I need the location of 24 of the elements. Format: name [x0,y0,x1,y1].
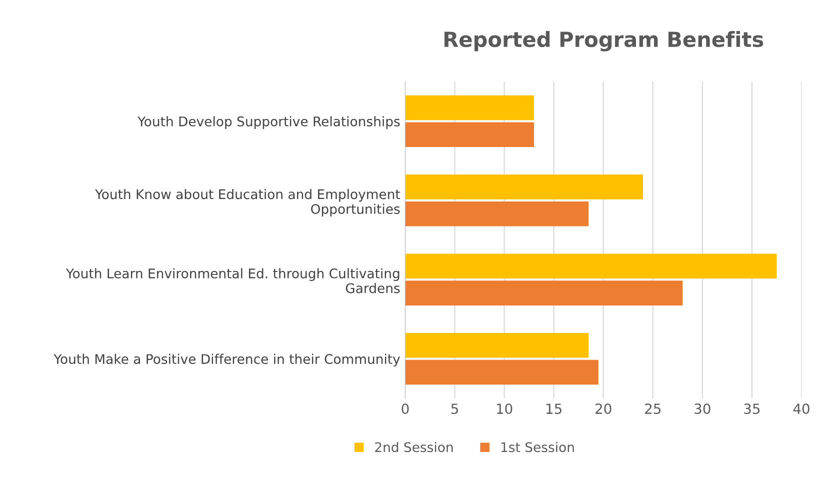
y-tick-label: Youth Learn Environmental Ed. through Cultivating Gardens [66,268,400,294]
legend-label: 1st Session [501,442,574,452]
bar [405,122,534,148]
bar [405,201,588,226]
bar [405,332,588,358]
y-tick-label: Youth Make a Positive Difference in their Community [54,354,400,367]
x-tick-label: 10 [496,404,512,414]
x-tick-label: 30 [694,404,710,414]
bar [405,174,643,200]
chart-title: Reported Program Benefits [444,31,764,52]
bar [405,254,777,279]
y-tick-label: Youth Know about Education and Employment Opportunities [95,189,400,217]
x-tick-label: 25 [645,404,661,414]
x-tick-label: 20 [596,404,612,414]
x-tick-label: 15 [546,404,562,414]
x-tick-label: 0 [402,404,409,414]
bar [405,360,598,385]
x-tick-label: 35 [744,404,760,414]
y-tick-label: Youth Develop Supportive Relationships [138,116,400,129]
legend-label: 2nd Session [375,442,453,452]
bar [405,280,683,306]
bar [405,95,534,120]
x-tick-label: 5 [451,404,458,414]
x-tick-label: 40 [793,404,810,414]
